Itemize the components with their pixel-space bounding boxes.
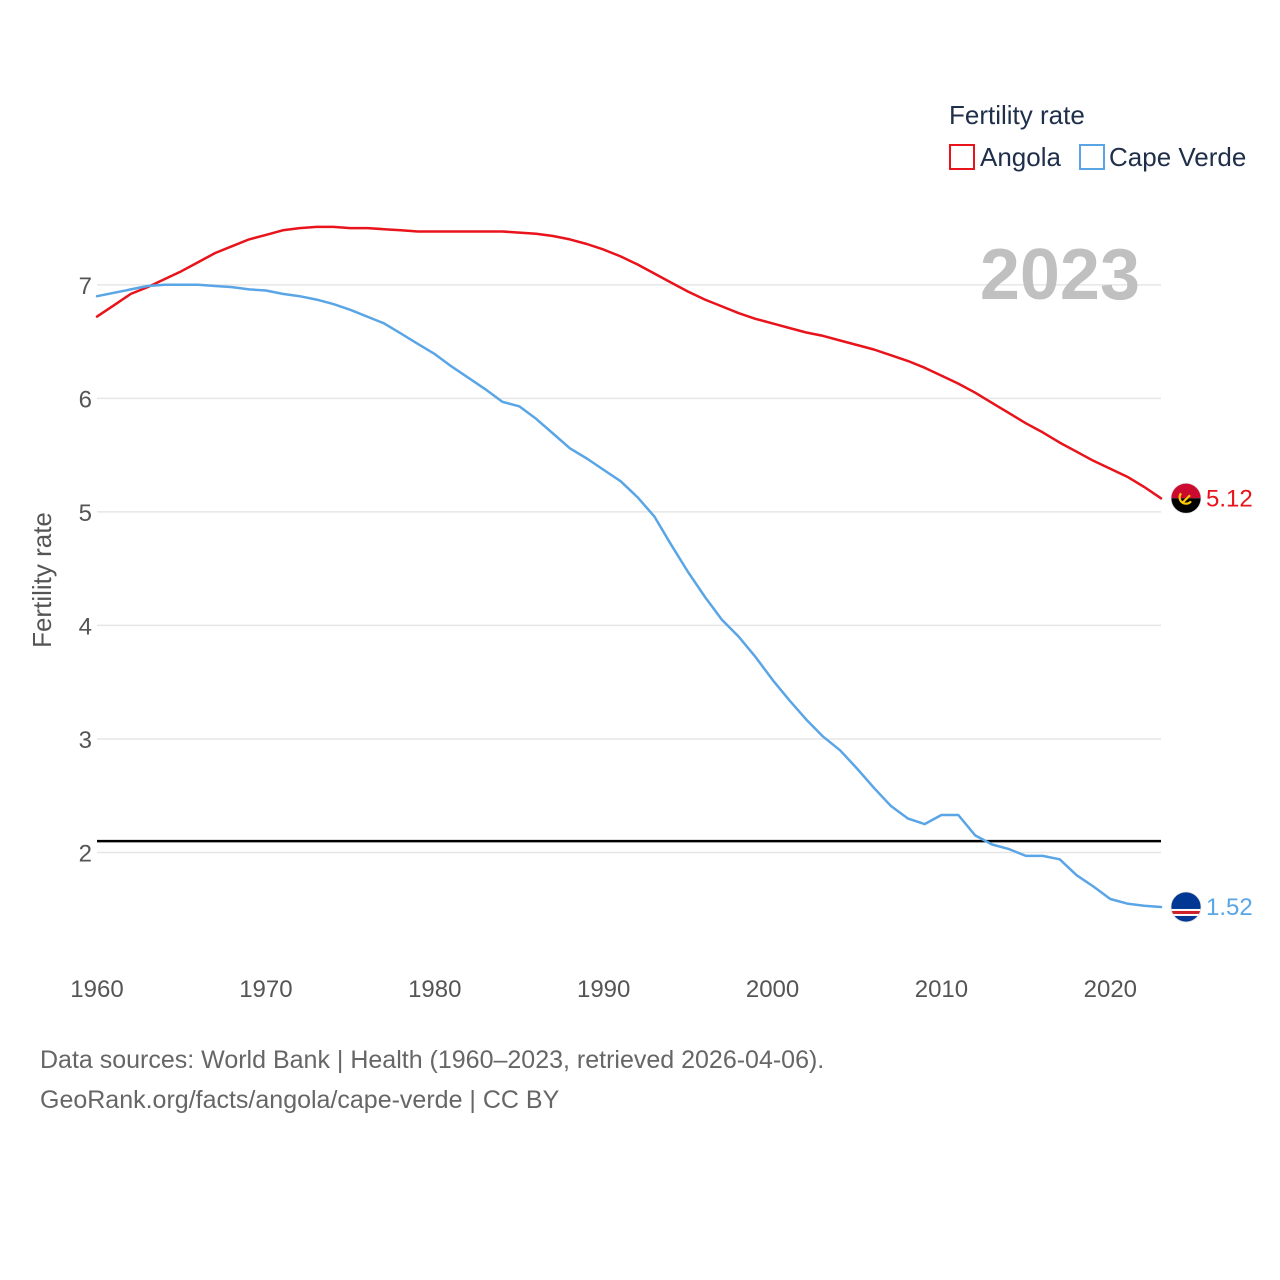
legend-item-angola[interactable]: Angola — [949, 142, 1061, 172]
x-tick-label-2010: 2010 — [915, 976, 968, 1003]
y-tick-label-4: 4 — [79, 613, 92, 640]
y-tick-label-5: 5 — [79, 500, 92, 527]
legend-title: Fertility rate — [949, 100, 1085, 130]
y-tick-label-2: 2 — [79, 840, 92, 867]
series-line-angola — [95, 225, 1163, 500]
gridlines — [97, 284, 1161, 854]
y-tick-label-6: 6 — [79, 386, 92, 413]
angola-flag-icon — [1170, 482, 1202, 514]
y-tick-label-7: 7 — [79, 273, 92, 300]
legend-swatch-cape-verde — [1079, 144, 1105, 170]
data-source-text: Data sources: World Bank | Health (1960–… — [40, 1046, 825, 1074]
x-tick-label-2000: 2000 — [746, 976, 799, 1003]
attribution-link[interactable]: GeoRank.org/facts/angola/cape-verde | CC… — [40, 1086, 560, 1114]
end-value-label-cape-verde: 1.52 — [1206, 894, 1253, 921]
legend-label-angola: Angola — [980, 142, 1061, 172]
legend-item-cape-verde[interactable]: Cape Verde — [1079, 142, 1246, 172]
cape-verde-flag-icon — [1170, 891, 1202, 923]
x-tick-label-2020: 2020 — [1084, 976, 1137, 1003]
year-label: 2023 — [980, 235, 1140, 315]
y-axis-title: Fertility rate — [27, 512, 57, 648]
y-tick-label-3: 3 — [79, 727, 92, 754]
x-tick-label-1990: 1990 — [577, 976, 630, 1003]
end-value-label-angola: 5.12 — [1206, 485, 1253, 512]
x-tick-label-1980: 1980 — [408, 976, 461, 1003]
end-markers: 5.12 1.52 — [1170, 482, 1253, 923]
series-line-cape-verde — [95, 283, 1163, 909]
x-tick-label-1960: 1960 — [70, 976, 123, 1003]
legend-swatch-angola — [949, 144, 975, 170]
y-axis-ticks: 2 3 4 5 6 7 — [79, 273, 92, 868]
x-tick-label-1970: 1970 — [239, 976, 292, 1003]
x-axis-ticks: 1960 1970 1980 1990 2000 2010 2020 — [70, 976, 1137, 1003]
series-lines — [95, 225, 1163, 909]
legend-label-cape-verde: Cape Verde — [1109, 142, 1246, 172]
legend: Fertility rate Angola Cape Verde — [949, 100, 1246, 172]
